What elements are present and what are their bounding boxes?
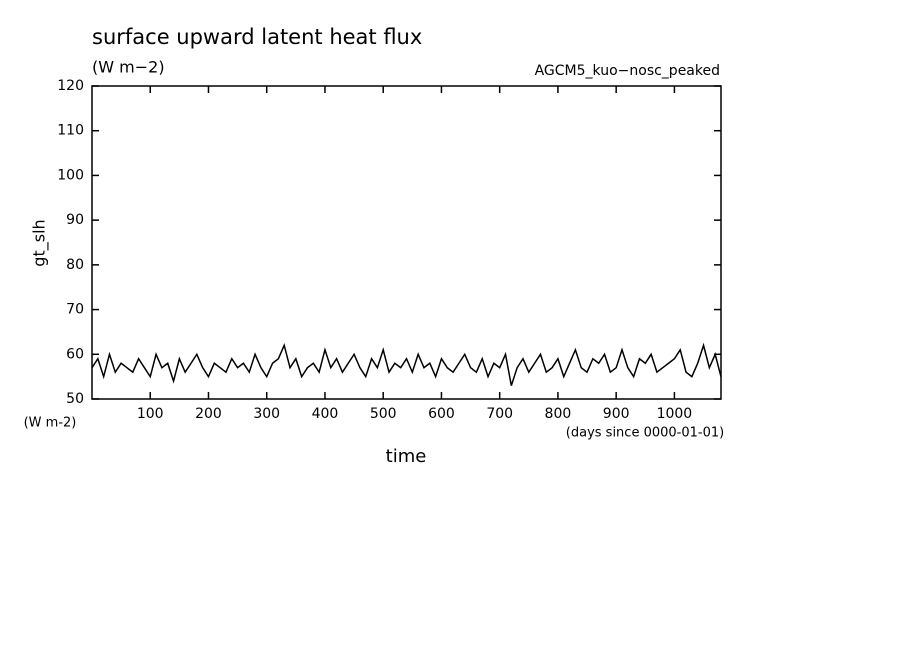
x-tick-label: 1000 [657,406,693,422]
y-unit: (W m-2) [24,416,77,431]
x-tick-label: 200 [195,406,222,422]
x-tick-label: 600 [428,406,455,422]
x-unit: (days since 0000-01-01) [566,426,724,441]
y-tick-label: 110 [57,123,84,139]
y-tick-label: 80 [66,257,84,273]
annotation: AGCM5_kuo−nosc_peaked [535,63,720,79]
x-tick-label: 400 [312,406,339,422]
x-tick-label: 300 [253,406,280,422]
x-tick-label: 900 [603,406,630,422]
y-tick-label: 100 [57,167,84,183]
y-tick-label: 90 [66,212,84,228]
x-tick-label: 100 [137,406,164,422]
subtitle: (W m−2) [92,58,165,77]
x-tick-label: 500 [370,406,397,422]
x-axis-label: time [386,446,427,467]
y-tick-label: 70 [66,302,84,318]
y-axis-label: gt_slh [30,219,50,266]
chart-title: surface upward latent heat flux [92,25,422,49]
y-tick-label: 60 [66,346,84,362]
plot-frame [91,85,722,400]
y-tick-label: 50 [66,391,84,407]
data-line [91,342,722,386]
y-tick-label: 120 [57,78,84,94]
x-tick-label: 800 [545,406,572,422]
x-tick-label: 700 [486,406,513,422]
